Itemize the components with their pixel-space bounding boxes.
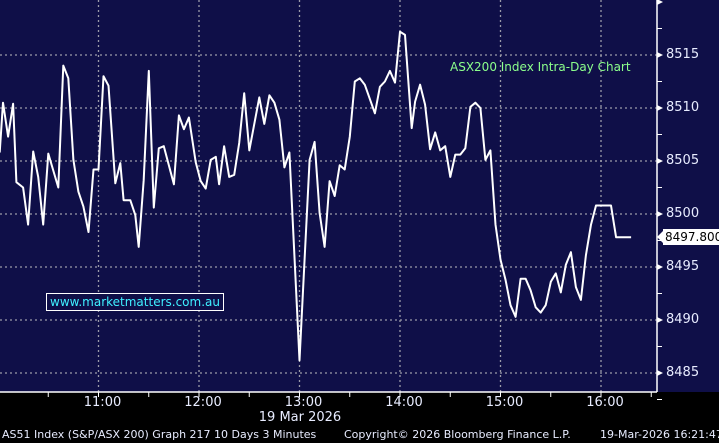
y-tick-label: 8500: [666, 206, 700, 221]
footer-bar: AS51 Index (S&P/ASX 200) Graph 217 10 Da…: [0, 428, 719, 443]
y-tick-label: 8495: [666, 259, 700, 274]
chart-title: ASX200 Index Intra-Day Chart: [450, 60, 631, 74]
gridlines: [0, 0, 657, 392]
plot-background: [0, 0, 719, 392]
y-tick: [657, 0, 663, 5]
watermark-box: www.marketmatters.com.au: [46, 293, 224, 311]
x-tick-label: 16:00: [586, 395, 624, 410]
y-tick: [657, 211, 663, 217]
axis-ticks: [47, 0, 663, 400]
x-tick-label: 14:00: [385, 395, 423, 410]
security-description: AS51 Index (S&P/ASX 200) Graph 217 10 Da…: [2, 428, 317, 441]
x-tick-label: 12:00: [184, 395, 222, 410]
last-price-label: 8497.800: [656, 229, 719, 246]
y-tick: [657, 317, 663, 323]
x-axis-date-label: 19 Mar 2026: [258, 410, 342, 425]
y-tick: [657, 105, 663, 111]
y-tick-label: 8515: [666, 47, 700, 62]
y-tick: [657, 52, 663, 58]
y-tick: [657, 158, 663, 164]
y-tick-label: 8505: [666, 153, 700, 168]
y-tick-label: 8485: [666, 365, 700, 380]
x-tick-label: 11:00: [83, 395, 122, 410]
y-tick: [657, 370, 663, 376]
x-tick-label: 13:00: [284, 395, 323, 410]
price-points: [2, 31, 632, 361]
y-tick-label: 8510: [666, 100, 700, 115]
timestamp: 19-Mar-2026 16:21:47: [600, 428, 719, 441]
x-tick-label: 15:00: [485, 395, 524, 410]
copyright-text: Copyright© 2026 Bloomberg Finance L.P.: [344, 428, 571, 441]
y-tick: [657, 264, 663, 270]
y-tick-label: 8490: [666, 312, 700, 327]
chart-plot-area: [0, 0, 719, 400]
